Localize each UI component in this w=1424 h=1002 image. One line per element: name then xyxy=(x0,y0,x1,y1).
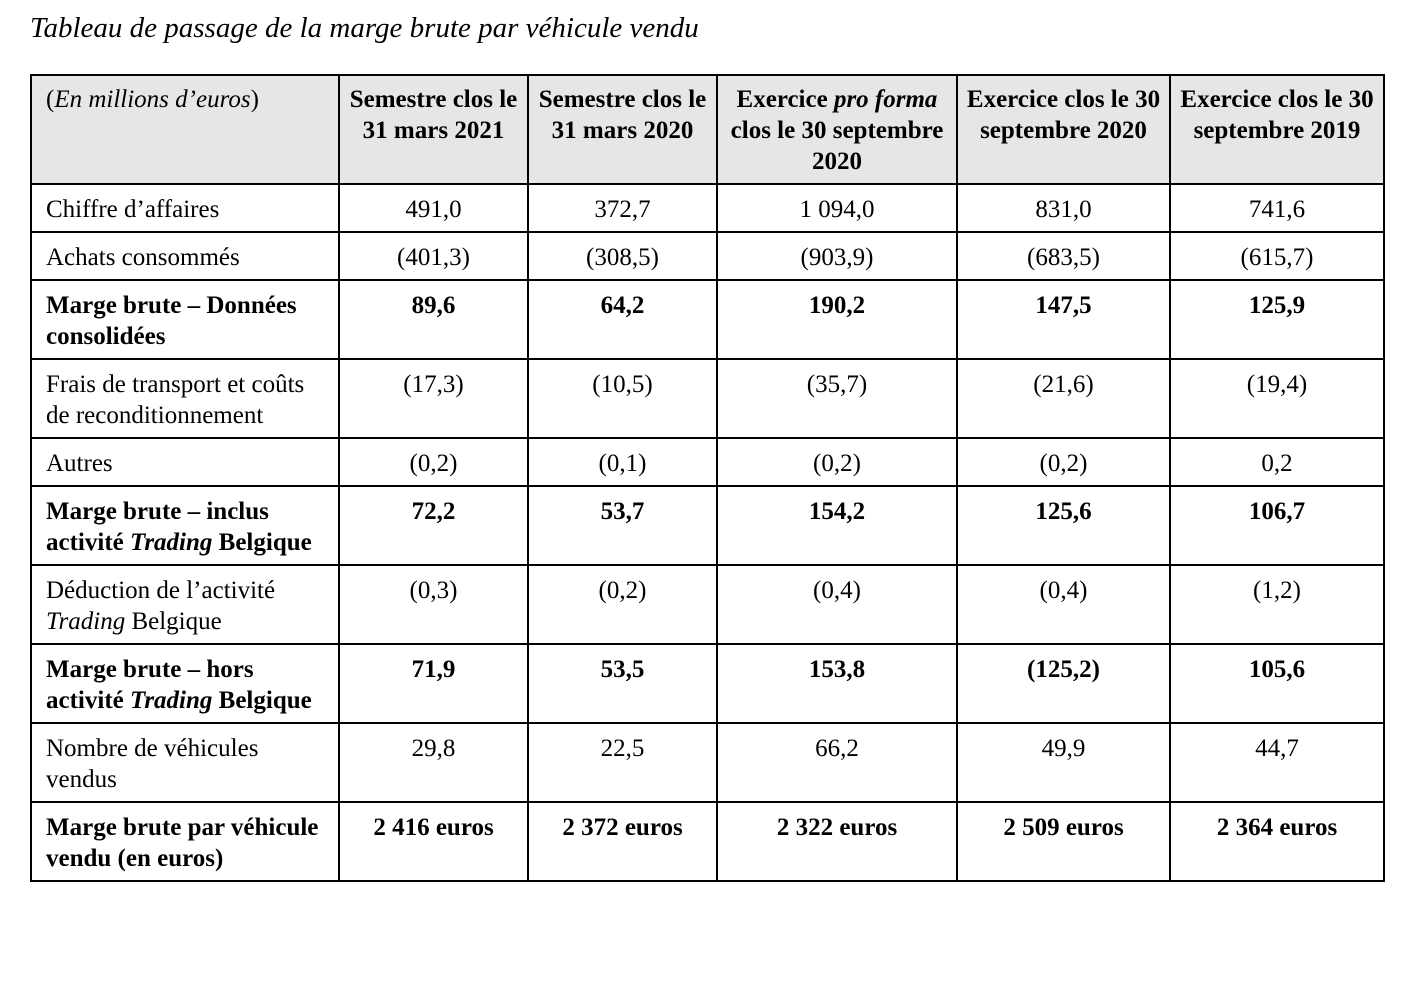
value-cell: 154,2 xyxy=(716,485,958,566)
table-row: Chiffre d’affaires 491,0 372,7 1 094,0 8… xyxy=(30,183,1385,233)
row-label: Achats consommés xyxy=(30,231,340,281)
value-cell: (0,2) xyxy=(716,437,958,487)
value-cell: (683,5) xyxy=(956,231,1171,281)
value-cell: (0,2) xyxy=(527,564,718,645)
column-header: Semestre clos le 31 mars 2021 xyxy=(338,74,529,185)
value-cell: 71,9 xyxy=(338,643,529,724)
value-cell: (19,4) xyxy=(1169,358,1385,439)
table-row: Achats consommés (401,3) (308,5) (903,9)… xyxy=(30,231,1385,281)
value-cell: 53,7 xyxy=(527,485,718,566)
column-header: Exercice clos le 30 septembre 2019 xyxy=(1169,74,1385,185)
column-header: Exercice clos le 30 septembre 2020 xyxy=(956,74,1171,185)
value-cell: (125,2) xyxy=(956,643,1171,724)
table-row: Nombre de véhicules vendus 29,8 22,5 66,… xyxy=(30,722,1385,803)
value-cell: (615,7) xyxy=(1169,231,1385,281)
value-cell: (10,5) xyxy=(527,358,718,439)
value-cell: (0,4) xyxy=(716,564,958,645)
value-cell: 147,5 xyxy=(956,279,1171,360)
unit-label: En millions d’euros xyxy=(54,86,251,113)
value-cell: 741,6 xyxy=(1169,183,1385,233)
table-row: Marge brute par véhicule vendu (en euros… xyxy=(30,801,1385,882)
value-cell: (0,1) xyxy=(527,437,718,487)
value-cell: 106,7 xyxy=(1169,485,1385,566)
row-label: Autres xyxy=(30,437,340,487)
value-cell: 125,9 xyxy=(1169,279,1385,360)
value-cell: 831,0 xyxy=(956,183,1171,233)
value-cell: 53,5 xyxy=(527,643,718,724)
value-cell: 2 322 euros xyxy=(716,801,958,882)
value-cell: (0,4) xyxy=(956,564,1171,645)
value-cell: (35,7) xyxy=(716,358,958,439)
value-cell: 2 364 euros xyxy=(1169,801,1385,882)
value-cell: (0,2) xyxy=(956,437,1171,487)
value-cell: 49,9 xyxy=(956,722,1171,803)
document-title: Tableau de passage de la marge brute par… xyxy=(30,12,699,44)
value-cell: 22,5 xyxy=(527,722,718,803)
table-row: Marge brute – Données consolidées 89,6 6… xyxy=(30,279,1385,360)
value-cell: 64,2 xyxy=(527,279,718,360)
value-cell: (17,3) xyxy=(338,358,529,439)
table-row: Autres (0,2) (0,1) (0,2) (0,2) 0,2 xyxy=(30,437,1385,487)
table-row: Frais de transport et coûts de reconditi… xyxy=(30,358,1385,439)
value-cell: 0,2 xyxy=(1169,437,1385,487)
value-cell: (0,3) xyxy=(338,564,529,645)
row-label: Marge brute par véhicule vendu (en euros… xyxy=(30,801,340,882)
table-row: Marge brute – hors activité Trading Belg… xyxy=(30,643,1385,724)
value-cell: 89,6 xyxy=(338,279,529,360)
value-cell: 2 416 euros xyxy=(338,801,529,882)
value-cell: (1,2) xyxy=(1169,564,1385,645)
value-cell: 2 372 euros xyxy=(527,801,718,882)
value-cell: (0,2) xyxy=(338,437,529,487)
row-label: Nombre de véhicules vendus xyxy=(30,722,340,803)
table-row: Déduction de l’activité Trading Belgique… xyxy=(30,564,1385,645)
value-cell: (21,6) xyxy=(956,358,1171,439)
value-cell: 44,7 xyxy=(1169,722,1385,803)
row-label: Marge brute – inclus activité Trading Be… xyxy=(30,485,340,566)
column-header: Exercice pro forma clos le 30 septembre … xyxy=(716,74,958,185)
header-row: (En millions d’euros) Semestre clos le 3… xyxy=(30,74,1385,185)
row-label: Marge brute – hors activité Trading Belg… xyxy=(30,643,340,724)
row-label: Déduction de l’activité Trading Belgique xyxy=(30,564,340,645)
unit-close-paren: ) xyxy=(250,86,259,113)
value-cell: 66,2 xyxy=(716,722,958,803)
value-cell: 2 509 euros xyxy=(956,801,1171,882)
value-cell: 491,0 xyxy=(338,183,529,233)
value-cell: 29,8 xyxy=(338,722,529,803)
table-row: Marge brute – inclus activité Trading Be… xyxy=(30,485,1385,566)
value-cell: 125,6 xyxy=(956,485,1171,566)
value-cell: 153,8 xyxy=(716,643,958,724)
value-cell: (903,9) xyxy=(716,231,958,281)
value-cell: (401,3) xyxy=(338,231,529,281)
value-cell: 190,2 xyxy=(716,279,958,360)
row-label: Chiffre d’affaires xyxy=(30,183,340,233)
unit-header-cell: (En millions d’euros) xyxy=(30,74,340,185)
value-cell: 72,2 xyxy=(338,485,529,566)
value-cell: (308,5) xyxy=(527,231,718,281)
row-label: Frais de transport et coûts de reconditi… xyxy=(30,358,340,439)
unit-open-paren: ( xyxy=(46,86,55,113)
row-label: Marge brute – Données consolidées xyxy=(30,279,340,360)
value-cell: 372,7 xyxy=(527,183,718,233)
margin-reconciliation-table: (En millions d’euros) Semestre clos le 3… xyxy=(30,74,1385,882)
column-header: Semestre clos le 31 mars 2020 xyxy=(527,74,718,185)
value-cell: 1 094,0 xyxy=(716,183,958,233)
value-cell: 105,6 xyxy=(1169,643,1385,724)
